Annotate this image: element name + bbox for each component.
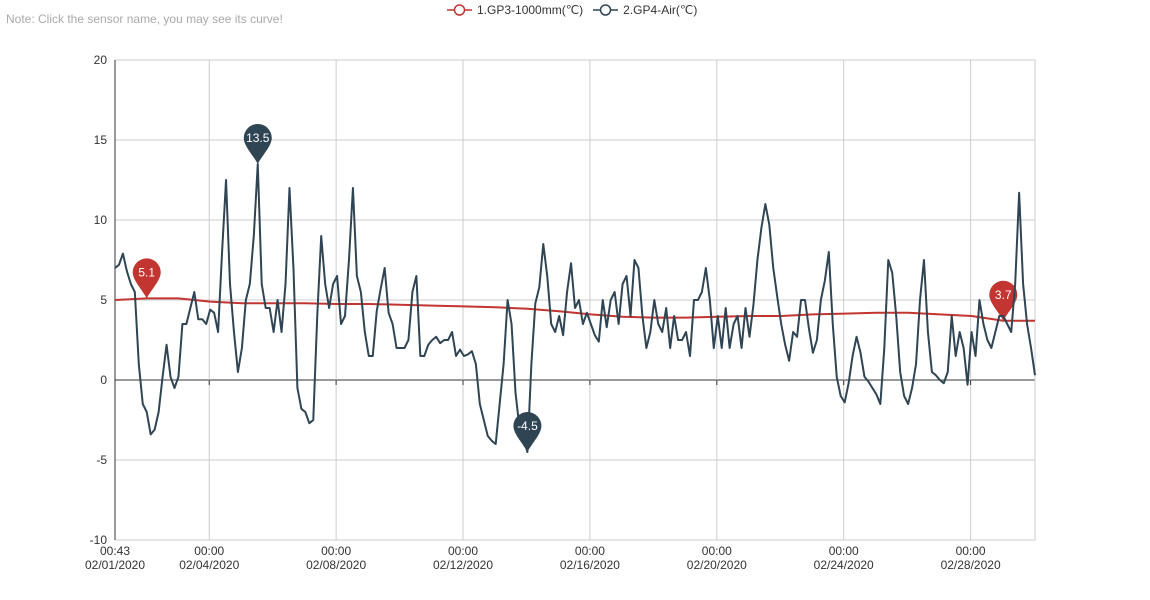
y-tick-label: 10 — [94, 213, 108, 227]
x-tick-date: 02/24/2020 — [814, 558, 874, 572]
x-tick-date: 02/04/2020 — [179, 558, 239, 572]
y-tick-label: -10 — [90, 533, 108, 547]
x-tick-time: 00:00 — [829, 544, 859, 558]
mark-pin-max — [243, 123, 272, 164]
legend: 1.GP3-1000mm(℃) 2.GP4-Air(℃) — [447, 3, 697, 17]
x-tick-date: 02/01/2020 — [85, 558, 145, 572]
mark-label-max: 13.5 — [246, 131, 270, 145]
x-tick-time: 00:00 — [575, 544, 605, 558]
mark-label-max: 5.1 — [138, 265, 155, 279]
legend-gp3-icon — [447, 4, 472, 16]
x-tick-date: 02/16/2020 — [560, 558, 620, 572]
legend-item-gp4[interactable]: 2.GP4-Air(℃) — [593, 3, 697, 17]
x-tick-time: 00:00 — [448, 544, 478, 558]
y-tick-label: 5 — [100, 293, 107, 307]
mark-pin-min — [989, 280, 1018, 321]
x-tick-time: 00:00 — [321, 544, 351, 558]
legend-gp4-label: 2.GP4-Air(℃) — [623, 3, 698, 17]
mark-pin-min — [513, 412, 542, 452]
x-tick-date: 02/08/2020 — [306, 558, 366, 572]
legend-gp4-icon — [593, 4, 619, 16]
y-tick-label: 20 — [94, 53, 108, 67]
x-tick-time: 00:00 — [956, 544, 986, 558]
series-line-2 — [114, 163, 1036, 453]
mark-label-min: -4.5 — [517, 419, 538, 433]
x-tick-date: 02/12/2020 — [433, 558, 493, 572]
x-tick-date: 02/20/2020 — [687, 558, 747, 572]
x-tick-time: 00:00 — [702, 544, 732, 558]
y-tick-label: -5 — [96, 453, 107, 467]
y-tick-label: 0 — [100, 373, 107, 387]
x-tick-date: 02/28/2020 — [941, 558, 1001, 572]
x-tick-time: 00:43 — [100, 544, 130, 558]
legend-item-gp3[interactable]: 1.GP3-1000mm(℃) — [447, 3, 583, 17]
mark-pin-max — [132, 258, 161, 299]
series-line-1 — [114, 297, 1035, 322]
x-tick-time: 00:00 — [194, 544, 224, 558]
legend-gp3-label: 1.GP3-1000mm(℃) — [477, 3, 584, 17]
mark-label-min: 3.7 — [995, 288, 1012, 302]
y-tick-label: 15 — [94, 133, 108, 147]
note-text: Note: Click the sensor name, you may see… — [6, 12, 283, 26]
